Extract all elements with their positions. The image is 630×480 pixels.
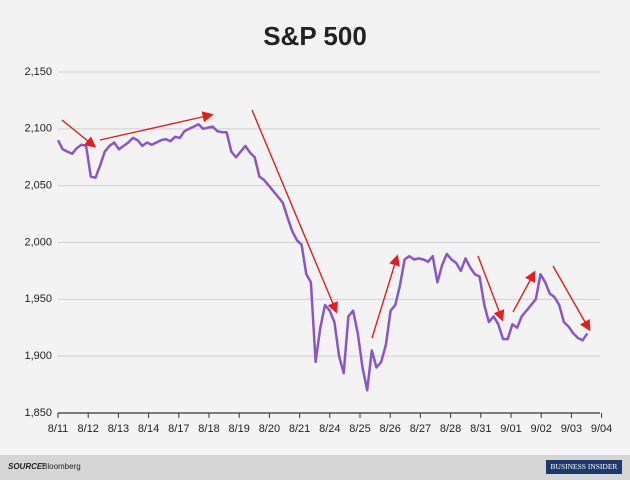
- y-tick-label: 1,850: [24, 407, 52, 419]
- x-tick-label: 9/01: [500, 423, 521, 435]
- y-tick-label: 1,950: [24, 293, 52, 305]
- x-tick-label: 8/24: [319, 423, 340, 435]
- arrow: [251, 109, 338, 314]
- source-label: SOURCE:: [8, 462, 45, 471]
- x-tick-label: 8/21: [289, 423, 310, 435]
- arrow: [512, 270, 536, 313]
- x-tick-label: 8/17: [168, 423, 189, 435]
- x-tick-label: 9/03: [561, 423, 582, 435]
- logo: BUSINESS INSIDER: [551, 462, 618, 471]
- arrow: [477, 255, 505, 322]
- x-tick-label: 8/20: [259, 423, 280, 435]
- arrow: [552, 265, 591, 332]
- arrow: [371, 254, 400, 339]
- arrow: [61, 119, 97, 148]
- x-tick-label: 8/27: [410, 423, 431, 435]
- x-tick-label: 8/26: [379, 423, 400, 435]
- y-tick-label: 2,050: [24, 180, 52, 192]
- y-tick-label: 2,000: [24, 236, 52, 248]
- y-tick-label: 2,100: [24, 123, 52, 135]
- footer: [0, 455, 630, 480]
- price-line: [56, 123, 589, 392]
- x-tick-label: 8/14: [138, 423, 159, 435]
- x-tick-label: 9/02: [530, 423, 551, 435]
- y-tick-label: 1,900: [24, 350, 52, 362]
- background: [0, 0, 630, 455]
- x-tick-label: 8/12: [77, 423, 98, 435]
- x-tick-label: 8/18: [198, 423, 219, 435]
- source: Bloomberg: [42, 462, 81, 471]
- annotation-arrows: [61, 109, 591, 339]
- x-tick-label: 8/13: [108, 423, 129, 435]
- x-tick-label: 8/28: [440, 423, 461, 435]
- x-tick-label: 9/04: [591, 423, 612, 435]
- x-tick-label: 8/31: [470, 423, 491, 435]
- x-tick-label: 8/25: [349, 423, 370, 435]
- y-tick-label: 2,150: [24, 66, 52, 78]
- arrow: [99, 111, 214, 141]
- chart-title: S&P 500: [263, 21, 367, 51]
- x-tick-label: 8/11: [48, 423, 69, 435]
- logo-box: [546, 460, 622, 474]
- x-tick-label: 8/19: [228, 423, 249, 435]
